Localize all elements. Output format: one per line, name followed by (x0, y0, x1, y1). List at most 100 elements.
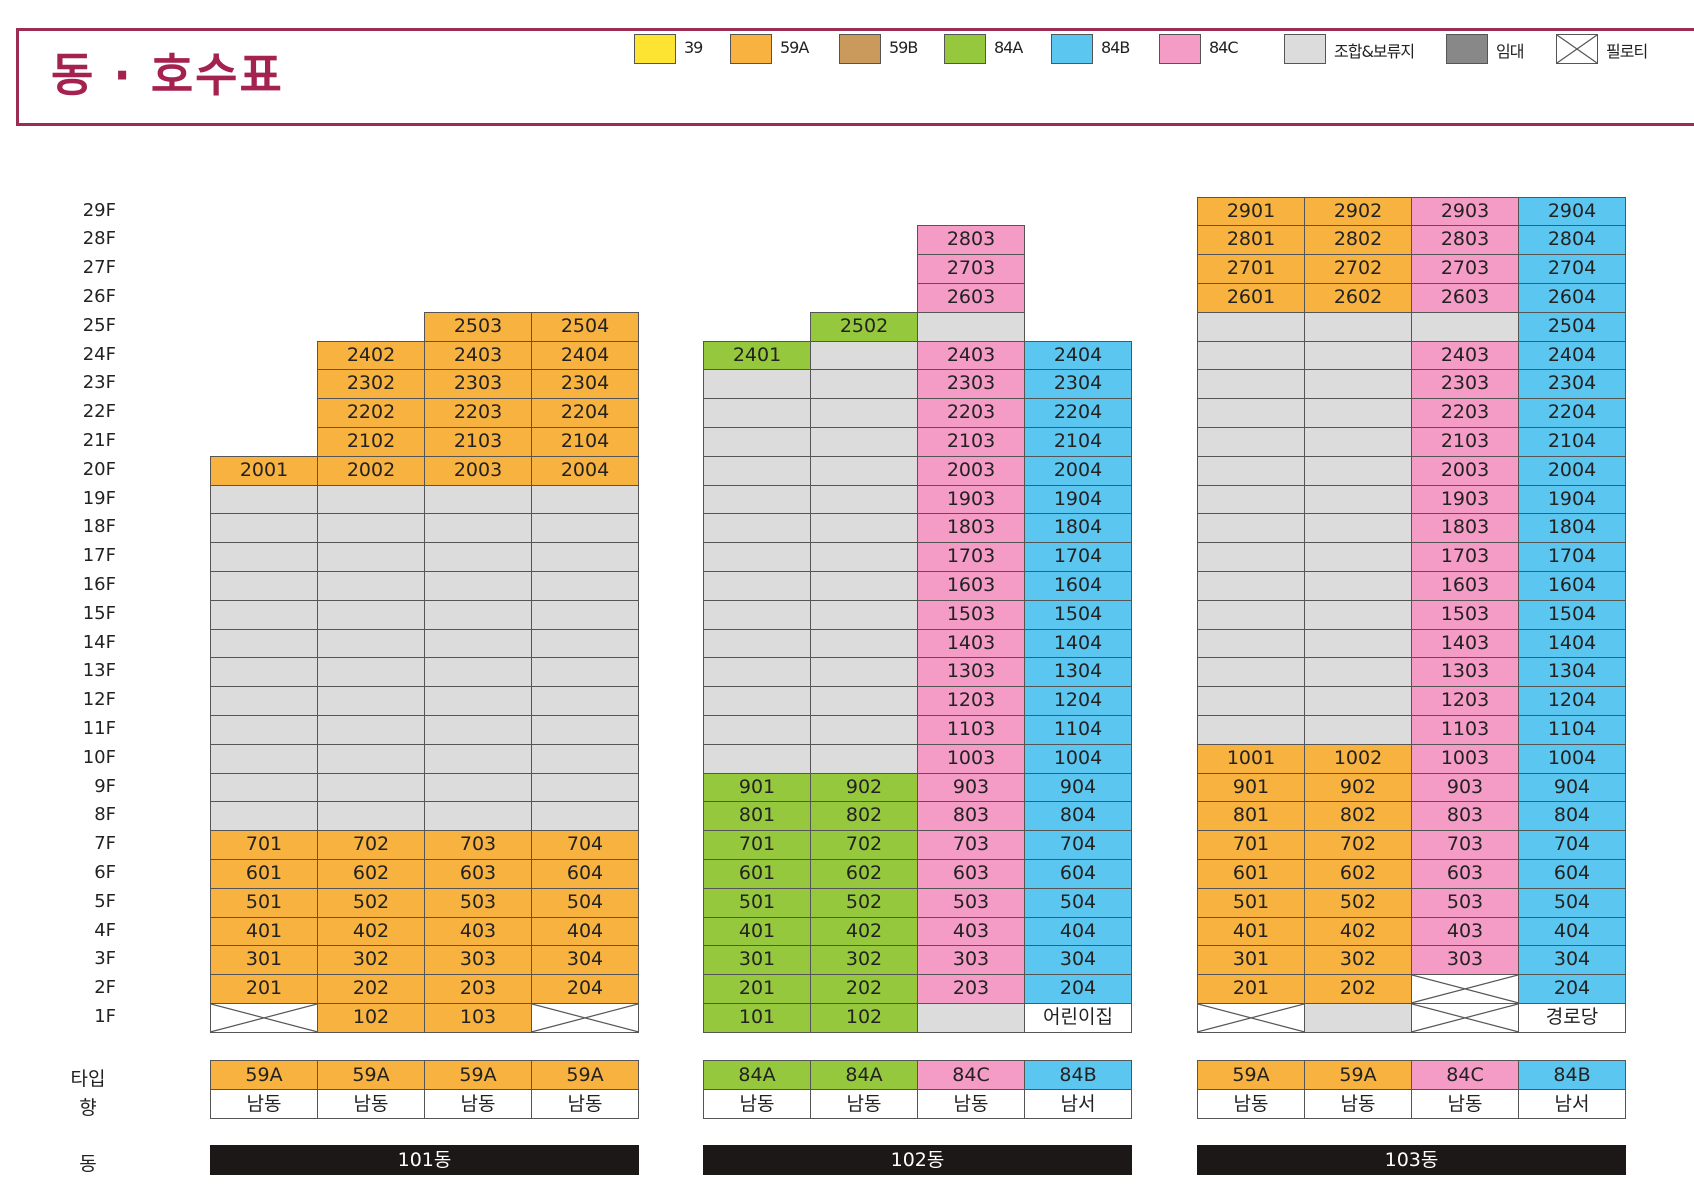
unit-number: 201 (245, 977, 283, 1000)
unit-cell: 2002 (317, 455, 425, 486)
unit-cell: 1703 (1411, 542, 1519, 572)
direction-cell: 남동 (810, 1089, 918, 1119)
unit-cell: 2703 (917, 254, 1025, 284)
type-cell: 59A (531, 1060, 639, 1090)
unit-cell (917, 1003, 1025, 1033)
floor-label: 24F (82, 343, 116, 365)
unit-number: 1403 (1440, 631, 1490, 654)
unit-cell (531, 628, 639, 659)
unit-cell: 504 (531, 887, 639, 918)
unit-cell: 2402 (317, 340, 425, 371)
unit-cell: 904 (1024, 772, 1132, 803)
unit-cell (810, 455, 918, 486)
floor-label: 26F (82, 286, 116, 307)
unit-cell (1304, 571, 1412, 601)
unit-number: 1503 (1440, 602, 1490, 625)
cross-box-icon (1557, 35, 1597, 63)
type-cell: 84B (1024, 1060, 1132, 1090)
unit-cell (531, 743, 639, 774)
unit-number: 2104 (1053, 430, 1103, 452)
unit-number: 1003 (1440, 746, 1490, 769)
unit-number: 2002 (346, 458, 396, 481)
unit-number: 601 (245, 862, 283, 884)
unit-number: 504 (566, 890, 604, 913)
unit-number: 2702 (1333, 257, 1383, 280)
unit-cell: 704 (1518, 830, 1626, 860)
unit-cell (317, 484, 425, 515)
unit-cell (703, 513, 811, 544)
unit-number: 2803 (1440, 228, 1490, 251)
legend-swatch (730, 34, 772, 64)
unit-cell (703, 657, 811, 688)
unit-number: 102 (352, 1006, 390, 1028)
unit-number: 803 (1446, 804, 1484, 827)
unit-cell (210, 571, 318, 601)
unit-number: 2404 (1547, 343, 1597, 366)
unit-number: 903 (952, 775, 990, 798)
floor-label: 15F (82, 602, 116, 624)
unit-cell: 1904 (1518, 484, 1626, 515)
unit-cell: 702 (810, 830, 918, 860)
unit-cell (317, 571, 425, 601)
unit-cell: 1304 (1518, 657, 1626, 688)
unit-number: 203 (952, 977, 990, 1000)
direction-cell: 남동 (317, 1089, 425, 1119)
unit-cell: 402 (810, 916, 918, 947)
unit-cell: 1303 (1411, 657, 1519, 688)
unit-cell (424, 801, 532, 832)
unit-cell: 503 (917, 887, 1025, 918)
cross-box-icon (1412, 1004, 1518, 1032)
unit-number: 602 (845, 862, 883, 884)
unit-number: 1703 (946, 545, 996, 568)
unit-cell: 802 (1304, 801, 1412, 832)
unit-cell: 1104 (1518, 715, 1626, 745)
unit-cell: 경로당 (1518, 1003, 1626, 1033)
unit-cell: 2703 (1411, 254, 1519, 284)
legend-swatch (1159, 34, 1201, 64)
unit-cell (810, 743, 918, 774)
unit-number: 704 (1553, 833, 1591, 856)
unit-cell: 201 (1197, 974, 1305, 1004)
unit-cell: 203 (917, 974, 1025, 1004)
unit-cell: 2203 (1411, 398, 1519, 428)
unit-cell (210, 801, 318, 832)
unit-cell: 303 (424, 945, 532, 976)
unit-cell (317, 513, 425, 544)
unit-cell: 902 (810, 772, 918, 803)
unit-number: 603 (952, 862, 990, 884)
legend-swatch (839, 34, 881, 64)
unit-number: 403 (952, 919, 990, 942)
unit-number: 2802 (1333, 228, 1383, 251)
unit-cell: 801 (1197, 801, 1305, 832)
floor-label: 4F (94, 919, 116, 941)
unit-cell: 602 (317, 859, 425, 889)
unit-cell: 203 (424, 974, 532, 1004)
unit-number: 901 (738, 775, 776, 798)
unit-number: 1403 (946, 631, 996, 654)
unit-number: 2701 (1226, 257, 1276, 280)
unit-number: 1603 (1440, 574, 1490, 596)
unit-cell: 604 (531, 859, 639, 889)
unit-cell: 303 (1411, 945, 1519, 976)
unit-cell: 2003 (424, 455, 532, 486)
floor-label: 8F (94, 804, 116, 826)
unit-cell: 102 (317, 1003, 425, 1033)
unit-cell (531, 657, 639, 688)
unit-cell (703, 686, 811, 716)
floor-label: 12F (82, 689, 116, 711)
unit-number: 1804 (1053, 516, 1103, 539)
legend-swatch (1556, 34, 1598, 64)
unit-number: 2003 (453, 458, 503, 481)
unit-cell: 103 (424, 1003, 532, 1033)
unit-number: 2304 (1053, 372, 1103, 395)
unit-cell: 2103 (917, 427, 1025, 457)
unit-cell (1304, 455, 1412, 486)
unit-cell: 1803 (917, 513, 1025, 544)
unit-cell: 1403 (1411, 628, 1519, 659)
unit-cell: 603 (1411, 859, 1519, 889)
unit-number: 304 (566, 948, 604, 971)
unit-number: 1104 (1053, 718, 1103, 740)
unit-cell (210, 657, 318, 688)
unit-number: 802 (1339, 804, 1377, 827)
unit-number: 604 (1553, 862, 1591, 884)
